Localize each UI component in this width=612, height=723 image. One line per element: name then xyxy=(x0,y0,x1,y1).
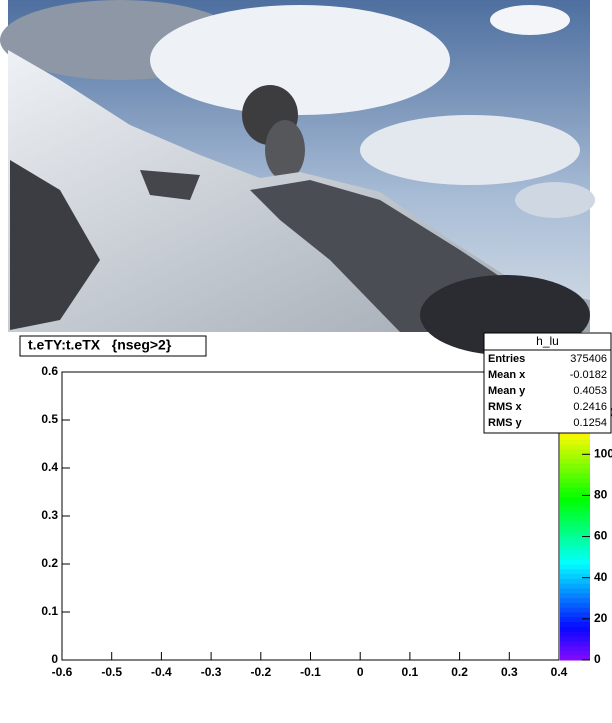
frame-outline xyxy=(61,371,560,661)
x-tick-label: -0.3 xyxy=(201,665,222,679)
color-scale xyxy=(560,592,590,599)
y-tick-label: 0.2 xyxy=(41,556,58,570)
color-scale xyxy=(560,588,590,594)
color-scale xyxy=(560,468,590,474)
z-tick-label: 0 xyxy=(594,652,601,666)
cloud xyxy=(360,115,580,185)
y-tick-label: 0.6 xyxy=(41,364,58,378)
stats-value: 0.4053 xyxy=(573,385,607,397)
color-scale xyxy=(560,525,590,531)
z-tick-label: 80 xyxy=(594,488,608,502)
stats-value: 0.2416 xyxy=(573,401,607,413)
color-scale xyxy=(560,612,590,618)
x-tick-label: -0.5 xyxy=(101,665,122,679)
stats-label: Mean x xyxy=(488,369,526,381)
color-scale xyxy=(560,482,590,488)
color-scale xyxy=(560,573,590,579)
color-scale xyxy=(560,650,590,656)
color-scale xyxy=(560,434,590,440)
x-tick-label: 0 xyxy=(357,665,364,679)
rock xyxy=(140,170,200,200)
y-tick-label: 0.4 xyxy=(41,460,58,474)
color-scale xyxy=(560,535,590,541)
stats-value: -0.0182 xyxy=(570,369,607,381)
color-scale xyxy=(560,607,590,613)
color-scale xyxy=(560,636,590,642)
x-tick-label: 0.4 xyxy=(551,665,568,679)
z-tick-label: 100 xyxy=(594,446,612,460)
rock xyxy=(10,160,100,330)
z-tick-label: 60 xyxy=(594,529,608,543)
color-scale xyxy=(560,549,590,555)
color-scale xyxy=(560,511,590,517)
cloud xyxy=(515,182,595,218)
cloud xyxy=(150,5,450,115)
stats-value: 0.1254 xyxy=(573,417,607,429)
color-scale xyxy=(560,492,590,498)
color-scale xyxy=(560,626,590,632)
color-scale xyxy=(560,616,590,623)
stats-label: Entries xyxy=(488,353,525,365)
stats-title: h_lu xyxy=(536,334,559,348)
x-tick-label: -0.2 xyxy=(250,665,271,679)
title-box xyxy=(19,335,207,357)
color-scale xyxy=(560,487,590,493)
color-scale xyxy=(560,602,590,608)
stats-label: RMS y xyxy=(488,417,523,429)
x-tick-label: 0.2 xyxy=(451,665,468,679)
color-scale xyxy=(560,631,590,637)
color-scale xyxy=(560,472,590,479)
z-tick-label: 40 xyxy=(594,570,608,584)
color-scale xyxy=(560,458,590,464)
photo xyxy=(0,0,595,355)
color-scale xyxy=(560,559,590,565)
color-scale xyxy=(560,544,590,551)
color-scale xyxy=(560,568,590,575)
cloud xyxy=(490,5,570,35)
color-scale xyxy=(560,530,590,536)
z-tick-label: 20 xyxy=(594,611,608,625)
color-scale xyxy=(560,448,590,455)
y-tick-label: 0.1 xyxy=(41,604,58,618)
stats-value: 375406 xyxy=(570,353,607,365)
y-tick-label: 0 xyxy=(51,652,58,666)
y-tick-label: 0.3 xyxy=(41,508,58,522)
chart: t.eTY:t.eTX {nseg>2} 020406080100120-0.6… xyxy=(19,332,612,679)
color-scale xyxy=(560,655,590,661)
color-scale xyxy=(560,640,590,647)
color-scale xyxy=(560,516,590,522)
color-scale xyxy=(560,540,590,546)
y-tick-label: 0.5 xyxy=(41,412,58,426)
color-scale xyxy=(560,645,590,651)
color-scale xyxy=(560,501,590,507)
color-scale xyxy=(560,444,590,450)
color-scale xyxy=(560,597,590,603)
color-scale xyxy=(560,583,590,589)
color-scale xyxy=(560,439,590,445)
smoke-plume xyxy=(265,120,305,180)
chart-title: t.eTY:t.eTX {nseg>2} xyxy=(28,337,172,353)
x-tick-label: 0.1 xyxy=(402,665,419,679)
x-tick-label: -0.4 xyxy=(151,665,172,679)
x-tick-label: -0.6 xyxy=(52,665,73,679)
stats-label: Mean y xyxy=(488,385,526,397)
color-scale xyxy=(560,463,590,469)
color-scale xyxy=(560,477,590,483)
color-scale xyxy=(560,621,590,627)
color-scale xyxy=(560,453,590,459)
color-scale xyxy=(560,578,590,584)
color-scale xyxy=(560,506,590,512)
stats-label: RMS x xyxy=(488,401,523,413)
color-scale xyxy=(560,496,590,503)
color-scale xyxy=(560,554,590,560)
color-scale xyxy=(560,564,590,570)
color-scale xyxy=(560,520,590,527)
x-tick-label: 0.3 xyxy=(501,665,518,679)
x-tick-label: -0.1 xyxy=(300,665,321,679)
